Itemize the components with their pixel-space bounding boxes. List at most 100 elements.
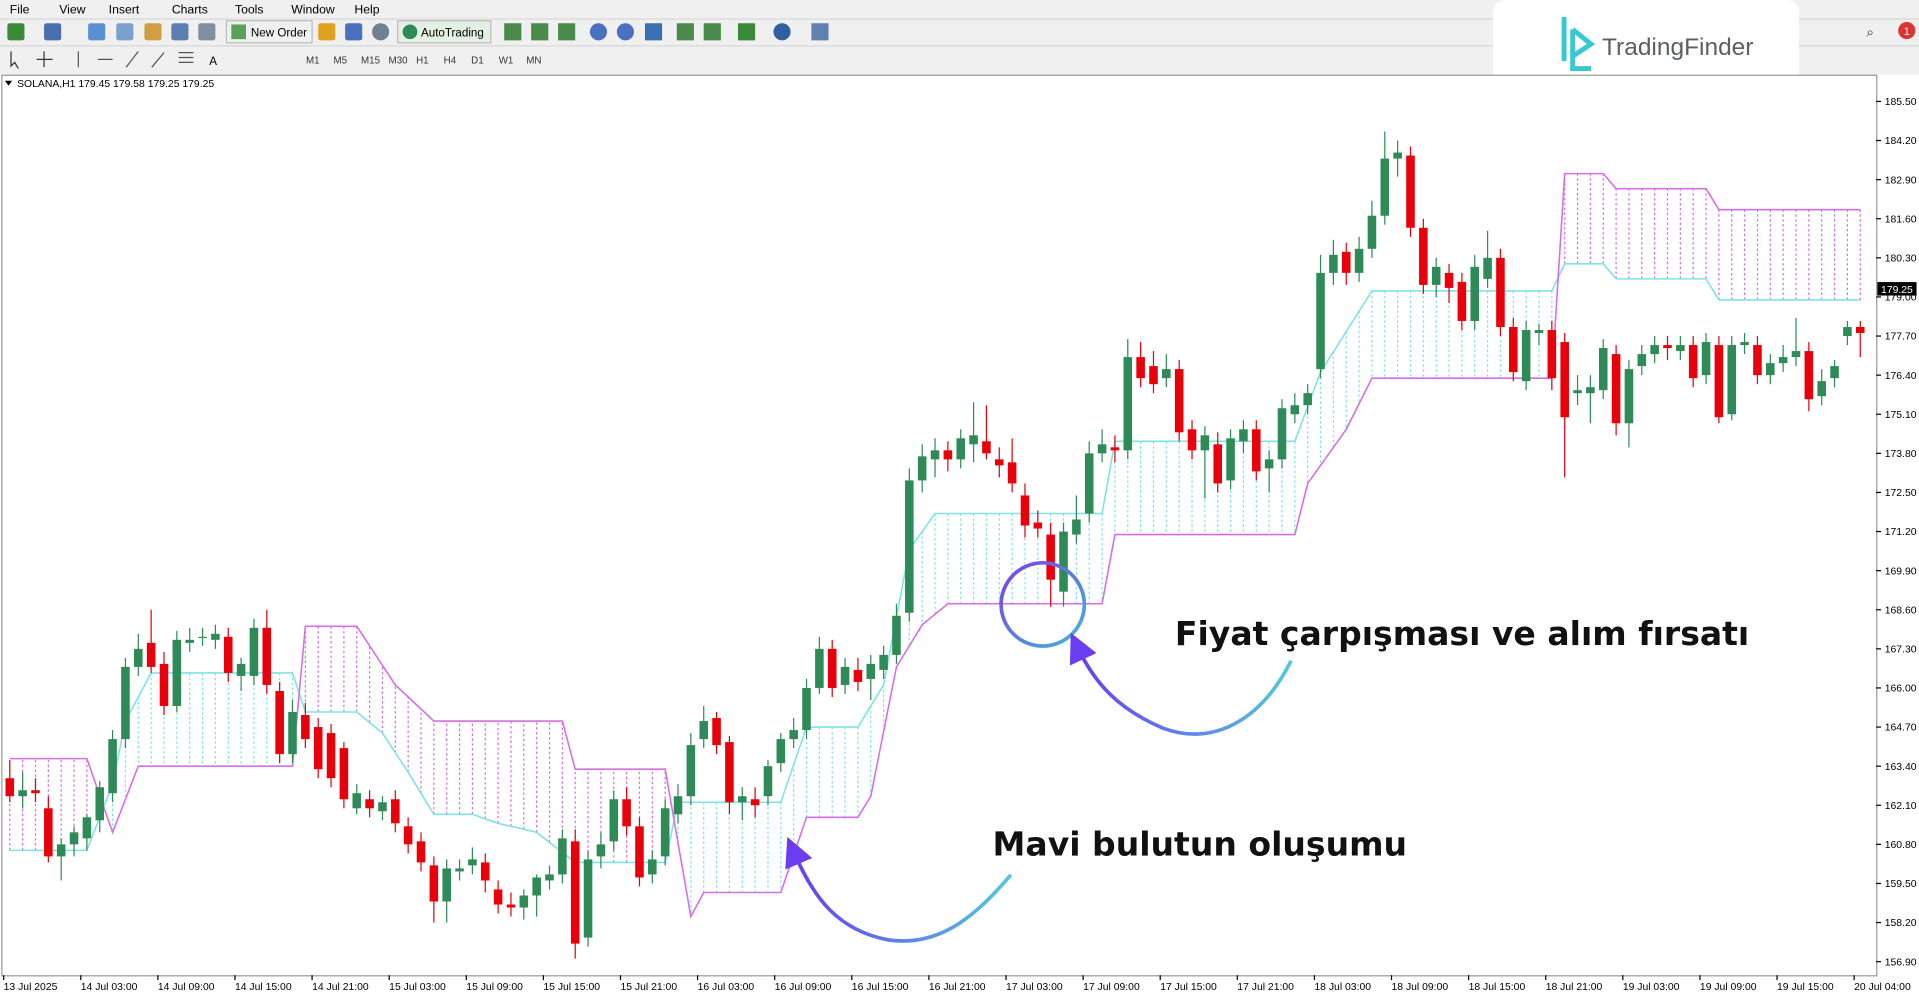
- x-tick-label: 17 Jul 09:00: [1083, 982, 1140, 993]
- brand-name: TradingFinder: [1602, 34, 1753, 61]
- candle-body: [1521, 330, 1531, 382]
- candle-body: [121, 666, 130, 740]
- text-tool[interactable]: A: [209, 55, 217, 68]
- candle-body: [1097, 444, 1107, 454]
- arrow: [785, 836, 1013, 943]
- icon[interactable]: [198, 23, 216, 41]
- timeframe[interactable]: D1: [471, 56, 483, 67]
- y-tick-label: 185.50: [1885, 97, 1917, 108]
- icon[interactable]: [171, 23, 189, 41]
- timeframe[interactable]: M1: [306, 56, 320, 67]
- candle-body: [1123, 357, 1133, 451]
- arrow: [1069, 632, 1293, 736]
- y-tick-label: 182.90: [1885, 175, 1917, 186]
- x-tick-label: 17 Jul 15:00: [1160, 982, 1217, 993]
- button-label: AutoTrading: [421, 27, 484, 40]
- candle-body: [365, 799, 374, 809]
- icon[interactable]: [811, 23, 829, 41]
- menu-item[interactable]: File: [10, 2, 30, 16]
- candle-body: [982, 441, 991, 454]
- candle-body: [95, 787, 105, 821]
- candle-body: [416, 841, 426, 863]
- menu-item[interactable]: Window: [291, 2, 335, 16]
- candle-body: [1226, 438, 1235, 481]
- cloud-line: [9, 263, 1861, 864]
- icon[interactable]: [589, 23, 608, 41]
- x-tick-label: 16 Jul 03:00: [698, 982, 755, 993]
- collapse-arrow[interactable]: [4, 80, 13, 86]
- candle-body: [660, 808, 670, 857]
- y-tick-label: 156.90: [1885, 957, 1917, 968]
- menu-item[interactable]: Help: [354, 2, 379, 16]
- y-tick-label: 181.60: [1885, 214, 1917, 225]
- x-tick-label: 15 Jul 09:00: [466, 982, 523, 993]
- menu-item[interactable]: Insert: [109, 2, 140, 16]
- icon[interactable]: [676, 23, 694, 41]
- menu-item[interactable]: View: [59, 2, 85, 16]
- icon[interactable]: [7, 23, 25, 41]
- timeframe[interactable]: MN: [526, 56, 541, 67]
- icon[interactable]: [44, 23, 62, 41]
- annotation: Fiyat çarpışması ve alım fırsatı: [1175, 614, 1749, 653]
- candle-body: [1676, 345, 1685, 352]
- timeframe[interactable]: M5: [333, 56, 347, 67]
- cursor-tool[interactable]: [10, 51, 19, 69]
- crosshair-tool[interactable]: [36, 51, 53, 68]
- y-tick-label: 166.00: [1885, 684, 1917, 695]
- candle-body: [1637, 354, 1647, 367]
- icon[interactable]: [737, 23, 756, 41]
- candle-body: [1817, 381, 1826, 397]
- icon[interactable]: [703, 23, 721, 41]
- menu-item[interactable]: Tools: [235, 2, 264, 16]
- candle-body: [1252, 429, 1261, 472]
- icon[interactable]: [318, 23, 336, 41]
- timeframe[interactable]: W1: [499, 56, 514, 67]
- icon[interactable]: [88, 23, 106, 41]
- x-tick-label: 16 Jul 09:00: [775, 982, 832, 993]
- icon[interactable]: [144, 23, 162, 41]
- icon[interactable]: [504, 23, 522, 41]
- icon[interactable]: [345, 23, 363, 41]
- icon[interactable]: [773, 23, 791, 41]
- icon: [402, 24, 418, 40]
- timeframe[interactable]: M30: [389, 56, 409, 67]
- notification-count: 1: [1904, 26, 1910, 38]
- menu-item[interactable]: Charts: [172, 2, 208, 16]
- candle-body: [750, 799, 760, 806]
- symbol-info: SOLANA,H1 179.45 179.58 179.25 179.25: [17, 79, 214, 90]
- drawing-tools[interactable]: [77, 51, 194, 68]
- candle-body: [1174, 369, 1184, 433]
- icon[interactable]: [531, 23, 549, 41]
- icon[interactable]: [616, 23, 634, 41]
- candle-body: [1187, 429, 1197, 451]
- button[interactable]: [397, 20, 492, 44]
- candle-body: [1573, 390, 1582, 394]
- search-icon[interactable]: ⌕: [1866, 25, 1874, 40]
- candle-body: [301, 715, 310, 740]
- candle-body: [1855, 327, 1865, 334]
- candle-body: [1830, 366, 1839, 379]
- timeframe[interactable]: M15: [361, 56, 381, 67]
- y-tick-label: 172.50: [1885, 488, 1917, 499]
- notification-badge[interactable]: [1898, 22, 1916, 40]
- icon[interactable]: [558, 23, 576, 41]
- timeframe[interactable]: H1: [416, 56, 428, 67]
- candle-body: [1084, 453, 1094, 514]
- candle-body: [352, 793, 362, 809]
- timeframe[interactable]: H4: [444, 56, 457, 67]
- icon[interactable]: [644, 23, 663, 41]
- candle-body: [917, 456, 927, 481]
- candle-body: [1162, 369, 1171, 379]
- candle-body: [313, 727, 323, 770]
- candle-body: [31, 790, 40, 794]
- candle-body: [1213, 444, 1223, 484]
- candle-body: [1200, 435, 1210, 451]
- button[interactable]: [225, 20, 313, 44]
- x-tick-label: 15 Jul 03:00: [389, 982, 446, 993]
- candle-body: [763, 766, 773, 797]
- icon[interactable]: [372, 23, 390, 41]
- icon[interactable]: [116, 23, 134, 41]
- candle-body: [1020, 495, 1030, 526]
- candle-body: [275, 690, 284, 755]
- candle-body: [686, 745, 696, 797]
